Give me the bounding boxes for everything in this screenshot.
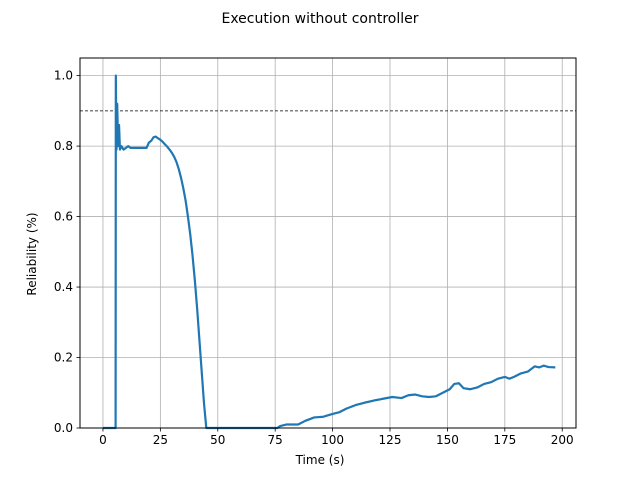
y-axis-label: Reliability (%) [25, 212, 39, 295]
x-tick-label: 50 [210, 433, 225, 447]
x-tick-label: 100 [321, 433, 344, 447]
x-tick-label: 175 [493, 433, 516, 447]
x-tick-label: 25 [153, 433, 168, 447]
x-tick-label: 200 [551, 433, 574, 447]
plot-area-frame [79, 57, 577, 429]
y-tick-label: 0.4 [54, 280, 73, 294]
y-tick-label: 1.0 [54, 69, 73, 83]
x-tick-label: 75 [268, 433, 283, 447]
x-tick-label: 150 [436, 433, 459, 447]
y-tick-label: 0.2 [54, 351, 73, 365]
chart-title: Execution without controller [221, 11, 418, 27]
x-tick-label: 125 [379, 433, 402, 447]
y-tick-label: 0.6 [54, 210, 73, 224]
grid [80, 58, 576, 429]
x-tick-label: 0 [99, 433, 107, 447]
x-axis-label: Time (s) [295, 453, 345, 467]
y-tick-label: 0.0 [54, 421, 73, 435]
y-axis-ticks: 0.0 0.2 0.4 0.6 0.8 1.0 [54, 69, 80, 435]
y-tick-label: 0.8 [54, 139, 73, 153]
x-axis-ticks: 0 25 50 75 100 125 150 175 200 [99, 428, 574, 447]
